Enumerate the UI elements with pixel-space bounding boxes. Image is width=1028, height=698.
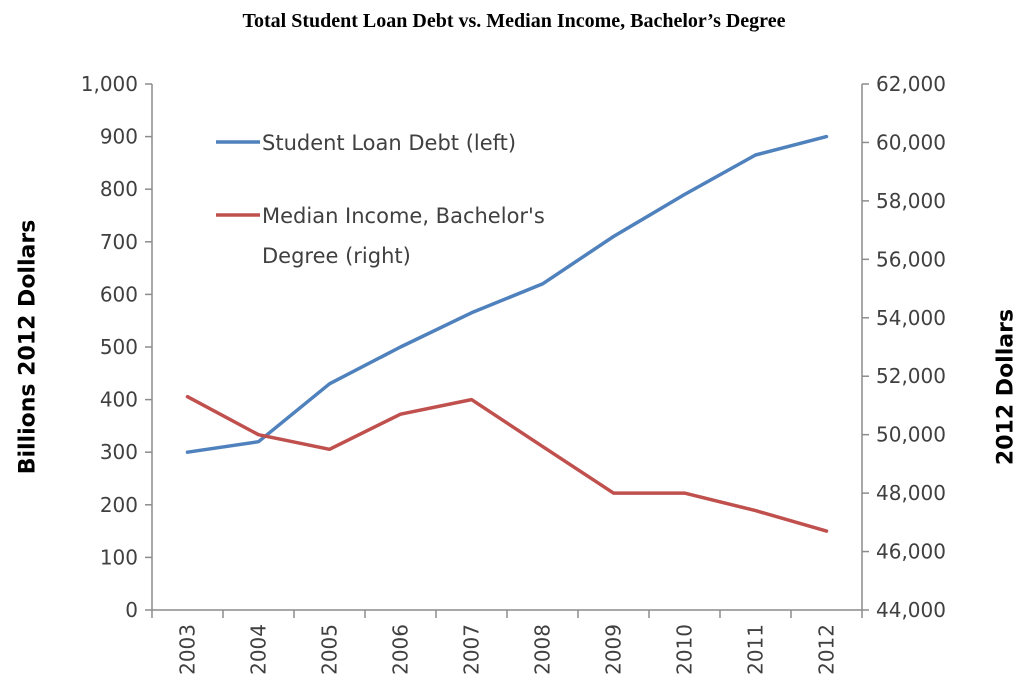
x-tick-label: 2010 <box>673 624 697 675</box>
right-tick-label: 50,000 <box>876 423 946 447</box>
x-tick-label: 2004 <box>247 624 271 675</box>
chart-title: Total Student Loan Debt vs. Median Incom… <box>242 10 786 32</box>
x-tick-label: 2012 <box>815 624 839 675</box>
legend-label-debt: Student Loan Debt (left) <box>262 131 516 155</box>
left-tick-label: 600 <box>100 282 138 306</box>
x-tick-label: 2007 <box>460 624 484 675</box>
left-axis-title: Billions 2012 Dollars <box>16 220 41 475</box>
left-tick-label: 800 <box>100 177 138 201</box>
left-tick-label: 200 <box>100 493 138 517</box>
median-income-line <box>185 394 829 533</box>
right-tick-label: 48,000 <box>876 481 946 505</box>
right-tick-label: 52,000 <box>876 364 946 388</box>
right-tick-label: 56,000 <box>876 247 946 271</box>
right-tick-label: 54,000 <box>876 306 946 330</box>
left-tick-label: 900 <box>100 125 138 149</box>
left-tick-label: 1,000 <box>81 72 138 96</box>
legend-label-income-line1: Median Income, Bachelor's <box>262 204 545 228</box>
left-tick-label: 500 <box>100 335 138 359</box>
left-tick-label: 100 <box>100 545 138 569</box>
left-tick-label: 400 <box>100 388 138 412</box>
x-tick-label: 2003 <box>176 624 200 675</box>
left-tick-label: 0 <box>125 598 138 622</box>
left-tick-label: 700 <box>100 230 138 254</box>
student-loan-debt-line <box>185 134 829 454</box>
right-tick-label: 60,000 <box>876 130 946 154</box>
left-tick-label: 300 <box>100 440 138 464</box>
x-tick-label: 2005 <box>318 624 342 675</box>
right-tick-label: 58,000 <box>876 189 946 213</box>
right-axis-title: 2012 Dollars <box>994 309 1019 465</box>
x-tick-label: 2009 <box>602 624 626 675</box>
legend-label-income-line2: Degree (right) <box>262 244 411 268</box>
x-tick-label: 2011 <box>744 624 768 675</box>
x-tick-label: 2008 <box>531 624 555 675</box>
right-tick-label: 62,000 <box>876 72 946 96</box>
x-tick-label: 2006 <box>389 624 413 675</box>
right-tick-label: 44,000 <box>876 598 946 622</box>
right-tick-label: 46,000 <box>876 540 946 564</box>
